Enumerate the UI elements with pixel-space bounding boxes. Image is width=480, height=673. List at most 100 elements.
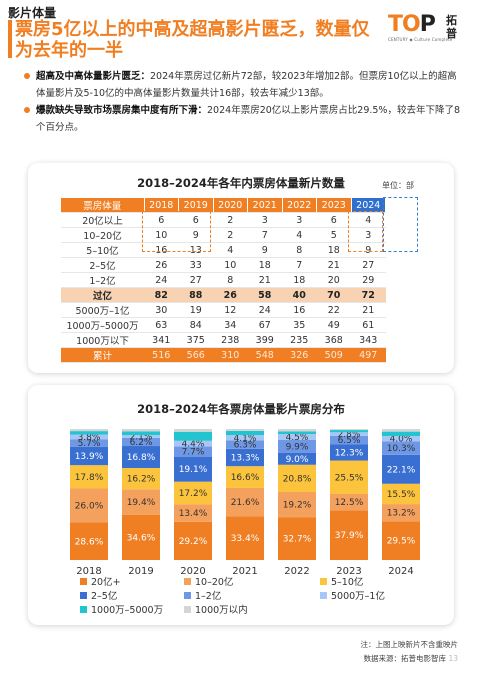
legend-swatch (184, 578, 191, 585)
data-label: 10.3% (387, 444, 416, 454)
legend-swatch (80, 606, 87, 613)
bullet-heading: 爆款缺失导致市场票房集中度有所下滑： (36, 105, 208, 116)
table-cell: 4 (213, 242, 248, 258)
table-cell: 58 (247, 287, 282, 303)
data-label: 12.3% (335, 449, 364, 459)
bar-segment (70, 429, 108, 432)
highlight-box-2018-2019 (142, 211, 211, 252)
table-cell: 3 (282, 212, 317, 228)
bar-segment (330, 430, 368, 433)
table-cell: 19 (178, 302, 213, 318)
bar-segment (330, 432, 368, 436)
table-cell: 9 (351, 242, 386, 258)
bar-segment (278, 431, 316, 435)
bar-segment (226, 430, 264, 436)
data-label: 5.7% (78, 439, 101, 449)
table-row: 5000万–1亿 30 19 12 24 16 22 21 (61, 302, 386, 318)
table-cell: 16 (144, 242, 179, 258)
bar-segment (174, 440, 212, 447)
legend-swatch (184, 592, 191, 599)
table-cell: 18 (282, 272, 317, 288)
year-header-2021: 2021 (247, 198, 283, 213)
chart-title: 2018–2024年各票房体量影片票房分布 (137, 402, 345, 416)
table-cell: 516 (144, 347, 179, 363)
table-row: 累计 516 566 310 548 326 509 497 (61, 347, 386, 363)
bar-segment (122, 446, 160, 469)
row-label: 累计 (61, 347, 144, 363)
legend-label: 20亿+ (91, 576, 121, 588)
table-cell: 30 (144, 302, 179, 318)
bar-segment (278, 429, 316, 432)
data-label: 17.2% (179, 489, 208, 499)
data-label: 20.8% (283, 474, 312, 484)
table-cell: 6 (178, 212, 213, 228)
table-cell: 21 (351, 302, 386, 318)
data-label: 4.5% (286, 433, 309, 443)
bar-segment (70, 522, 108, 560)
data-label: 28.6% (75, 537, 104, 547)
table-cell: 67 (247, 317, 282, 333)
bar-segment (330, 444, 368, 461)
table-cell: 4 (282, 227, 317, 243)
data-label: 19.2% (283, 501, 312, 511)
year-header-2023: 2023 (316, 198, 352, 213)
table-cell: 10 (144, 227, 179, 243)
bar-segment (226, 516, 264, 560)
table-cell: 3 (247, 212, 282, 228)
bar-segment (382, 483, 420, 505)
table-cell: 566 (178, 347, 213, 363)
table-cell: 27 (351, 257, 386, 273)
table-cell: 63 (144, 317, 179, 333)
bar-segment (226, 429, 264, 431)
bullet-text: 2024年票房过亿新片72部，较2023年增加2部。但票房10亿以上的超高体量影… (36, 71, 457, 99)
footnote: 注：上图上映新片不含重映片 (360, 640, 459, 649)
table-cell: 399 (247, 332, 282, 348)
year-header-2019: 2019 (178, 198, 214, 213)
bar-segment (174, 429, 212, 432)
data-label: 29.2% (179, 537, 208, 547)
data-label: 13.3% (231, 453, 260, 463)
data-label: 4.0% (390, 435, 413, 445)
legend-swatch (80, 592, 87, 599)
table-cell: 8 (282, 242, 317, 258)
table-cell: 6 (144, 212, 179, 228)
data-label: 33.4% (231, 534, 260, 544)
row-label: 5–10亿 (61, 242, 144, 258)
bar-segment (174, 446, 212, 457)
bar-segment (278, 440, 316, 453)
table-cell: 548 (247, 347, 282, 363)
bullet-text: 2024年票房20亿以上影片票房占比29.5%，较去年下降了8个百分点。 (36, 105, 461, 133)
data-label: 13.2% (387, 509, 416, 519)
bullet-item: 超高及中高体量影片匮乏：2024年票房过亿新片72部，较2023年增加2部。但票… (24, 68, 464, 102)
table-cell: 33 (178, 257, 213, 273)
data-label: 37.9% (335, 531, 364, 541)
table-row: 20亿以上 6 6 2 3 3 6 4 (61, 212, 386, 228)
table-cell: 375 (178, 332, 213, 348)
year-header-2018: 2018 (144, 198, 179, 213)
table-cell: 7 (247, 227, 282, 243)
data-label: 13.4% (179, 509, 208, 519)
table-cell: 2 (213, 212, 248, 228)
table-cell: 368 (316, 332, 351, 348)
highlight-box-2024 (383, 197, 418, 252)
table-row: 1000万以下 341 375 238 399 235 368 343 (61, 332, 386, 348)
table-cell: 10 (213, 257, 248, 273)
bar-segment (226, 487, 264, 517)
bar-segment (382, 441, 420, 455)
logo-chinese: 拓普 (446, 14, 457, 40)
table-cell: 22 (316, 302, 351, 318)
bar-segment (226, 435, 264, 441)
bar-segment (330, 493, 368, 511)
table-cell: 61 (351, 317, 386, 333)
table-cell: 3 (351, 227, 386, 243)
table-cell: 4 (351, 212, 386, 228)
title-accent-bar (8, 20, 12, 58)
bullet-heading: 超高及中高体量影片匮乏： (36, 71, 151, 82)
data-label: 6.3% (234, 441, 257, 451)
table-row: 10–20亿 10 9 2 7 4 5 3 (61, 227, 386, 243)
bar-segment (382, 431, 420, 437)
bar-segment (278, 452, 316, 465)
row-label: 1000万–5000万 (61, 317, 144, 333)
table-cell: 326 (282, 347, 317, 363)
data-label: 19.1% (179, 465, 208, 475)
